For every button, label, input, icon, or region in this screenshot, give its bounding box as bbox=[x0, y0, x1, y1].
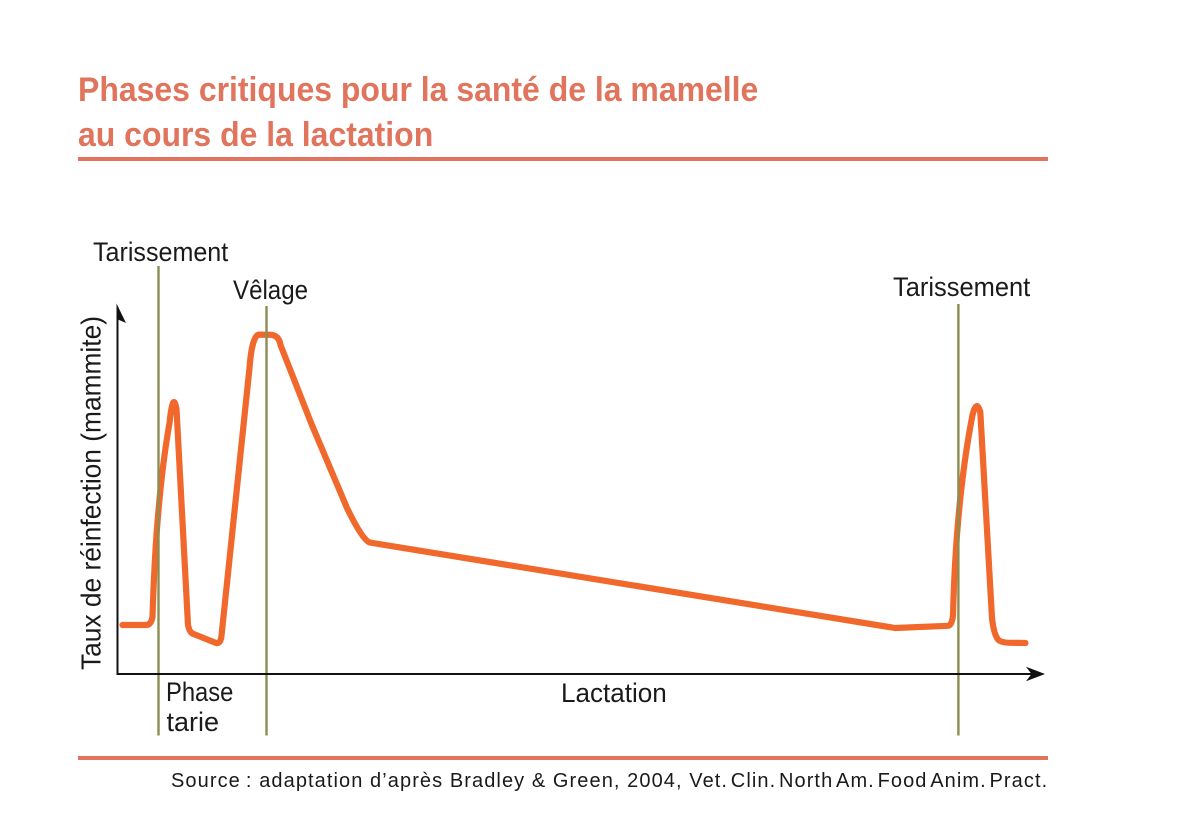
svg-text:Taux de réinfection (mammite): Taux de réinfection (mammite) bbox=[76, 316, 107, 670]
